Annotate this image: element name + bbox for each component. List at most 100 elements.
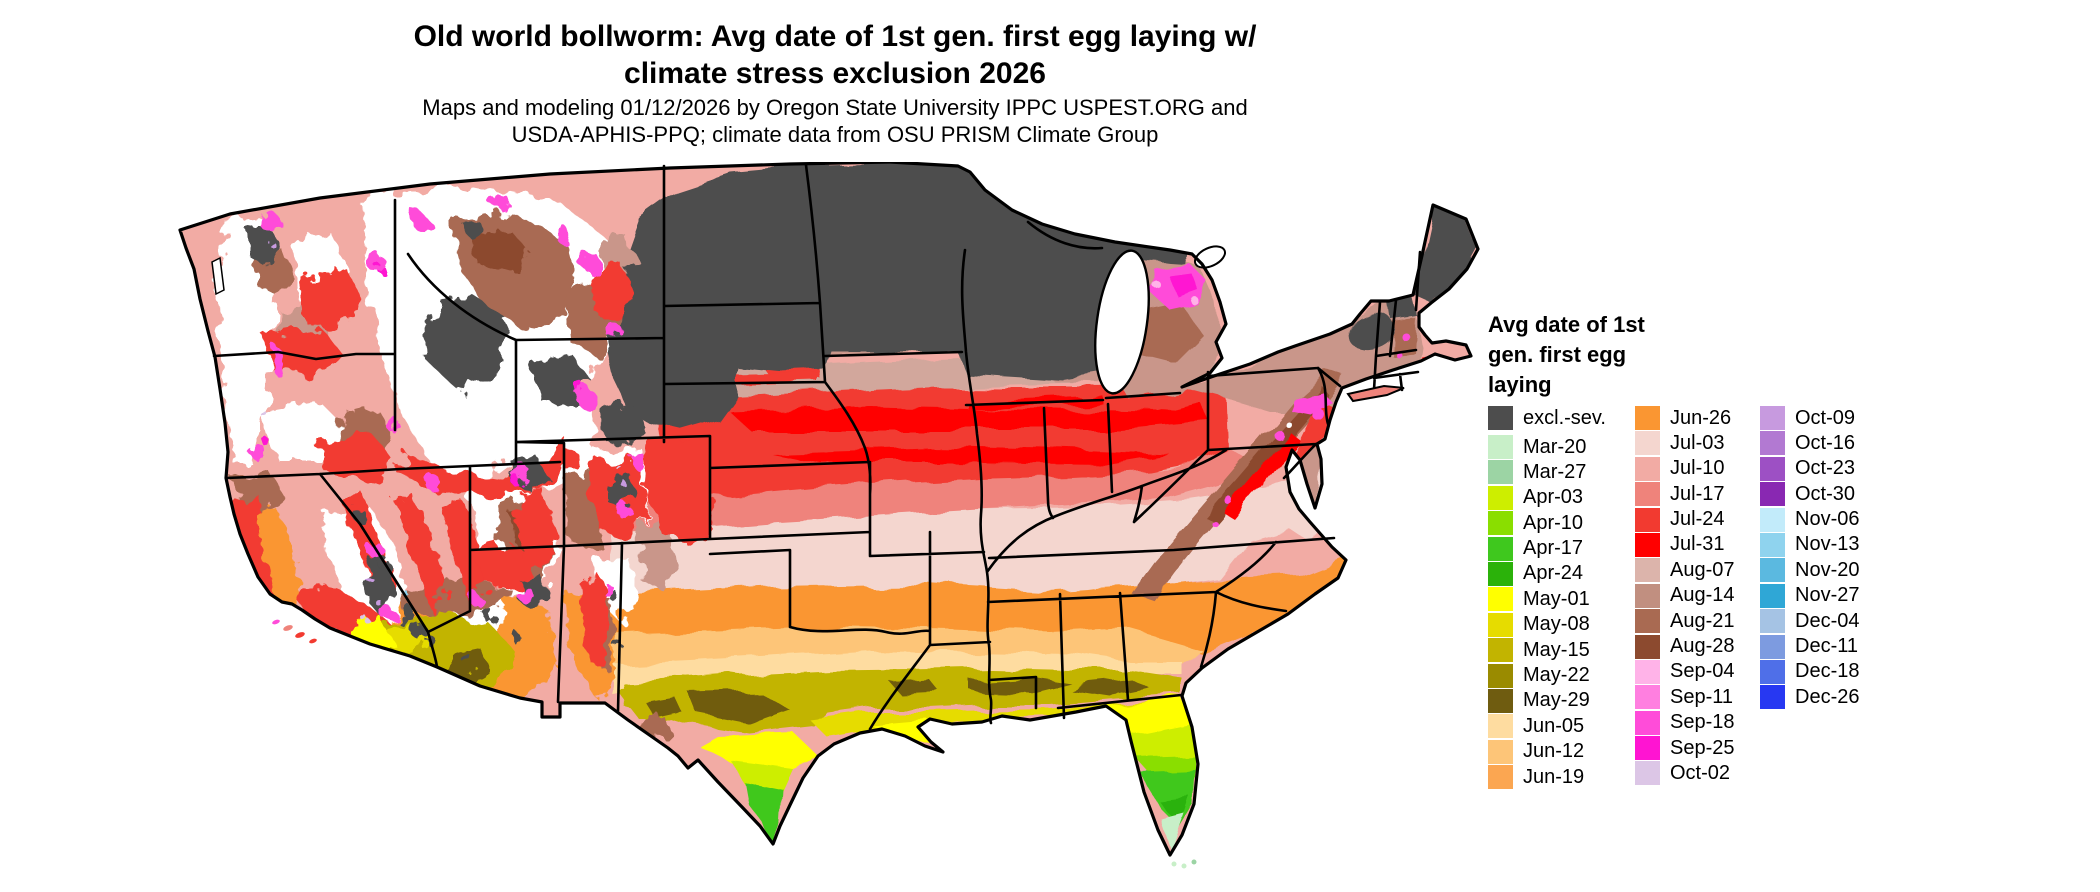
legend-swatch: [1635, 736, 1660, 761]
legend-label: Sep-18: [1670, 711, 1735, 734]
legend-label: Jul-31: [1670, 533, 1725, 556]
legend-swatch: [1488, 612, 1513, 637]
legend-swatch: [1635, 583, 1660, 608]
legend-swatch: [1760, 482, 1785, 507]
legend-entry: Nov-20: [1760, 558, 1860, 583]
legend-entry: Dec-04: [1760, 609, 1860, 634]
legend-columns: excl.-sev. Mar-20 Mar-27 Apr-03 Apr-10 Apr-17…: [1488, 406, 1958, 793]
legend-column-2: Jun-26 Jul-03 Jul-10 Jul-17 Jul-24 Jul-31 Aug-…: [1635, 406, 1735, 787]
legend-swatch: [1488, 511, 1513, 536]
legend-label: Jun-05: [1523, 714, 1585, 737]
legend-label: Nov-13: [1795, 533, 1860, 556]
legend-label: Nov-27: [1795, 584, 1860, 607]
legend-swatch: [1488, 460, 1513, 485]
legend-swatch: [1635, 431, 1660, 456]
legend-entry: Dec-26: [1760, 685, 1860, 710]
legend-entry: Jun-12: [1488, 739, 1606, 764]
legend-swatch: [1488, 536, 1513, 561]
legend-label: Dec-04: [1795, 609, 1860, 632]
legend-label: Jul-17: [1670, 482, 1725, 505]
legend-label: Sep-04: [1670, 660, 1735, 683]
legend-label: Dec-11: [1795, 635, 1858, 658]
legend-label: Aug-07: [1670, 558, 1735, 581]
map-container: [170, 160, 1480, 892]
legend-label: Aug-28: [1670, 635, 1735, 658]
legend-label: May-01: [1523, 587, 1590, 610]
legend-entry: Dec-11: [1760, 634, 1859, 659]
legend-label: Dec-26: [1795, 685, 1860, 708]
legend-swatch: [1635, 710, 1660, 735]
legend-label: Dec-18: [1795, 660, 1860, 683]
legend-entry: May-29: [1488, 688, 1606, 713]
legend-label: Mar-20: [1523, 435, 1587, 458]
us-outline: [178, 160, 1480, 857]
legend-swatch: [1635, 406, 1660, 430]
subtitle-line-1: Maps and modeling 01/12/2026 by Oregon S…: [422, 95, 1248, 120]
legend-swatch: [1760, 431, 1785, 456]
legend-swatch: [1760, 456, 1785, 481]
lake-michigan: [211, 245, 1226, 395]
legend-label: Oct-16: [1795, 431, 1856, 454]
legend-entry: Aug-07: [1635, 558, 1735, 583]
legend-entry: Nov-27: [1760, 583, 1860, 608]
legend-entry: Jul-10: [1635, 456, 1735, 481]
legend-entry: Mar-27: [1488, 460, 1606, 485]
legend-entry: Aug-14: [1635, 583, 1735, 608]
legend-label: Sep-11: [1670, 685, 1734, 708]
legend-swatch: [1760, 406, 1785, 430]
legend-entry: May-22: [1488, 663, 1606, 688]
legend-label: Mar-27: [1523, 460, 1587, 483]
legend-label: Oct-02: [1670, 761, 1731, 784]
legend-entry: Jul-03: [1635, 431, 1735, 456]
legend-label: Nov-06: [1795, 508, 1860, 531]
legend-title: Avg date of 1st gen. first egg laying: [1488, 310, 1958, 400]
legend-swatch: [1760, 558, 1785, 583]
legend-entry: Oct-16: [1760, 431, 1859, 456]
legend-entry: May-01: [1488, 587, 1606, 612]
legend-title-line-1: Avg date of 1st: [1488, 312, 1645, 337]
legend: Avg date of 1st gen. first egg laying ex…: [1488, 310, 1958, 793]
legend-swatch: [1488, 587, 1513, 612]
legend-swatch: [1488, 765, 1513, 790]
legend-entry: Apr-17: [1488, 536, 1606, 561]
map-paint: [180, 162, 1478, 855]
legend-swatch: [1488, 435, 1513, 459]
legend-column-1: excl.-sev. Mar-20 Mar-27 Apr-03 Apr-10 Apr-17…: [1488, 406, 1606, 790]
legend-swatch: [1635, 761, 1660, 786]
legend-entry: Oct-02: [1635, 761, 1735, 786]
legend-swatch: [1488, 739, 1513, 764]
legend-entry: Sep-18: [1635, 710, 1735, 735]
legend-entry: Sep-11: [1635, 685, 1735, 710]
legend-label: Jun-19: [1523, 765, 1585, 788]
legend-swatch: [1488, 638, 1513, 663]
legend-label: Jul-03: [1670, 431, 1725, 454]
page-subtitle: Maps and modeling 01/12/2026 by Oregon S…: [170, 94, 1500, 148]
puget-sound: [211, 256, 225, 296]
legend-label: Jul-24: [1670, 508, 1725, 531]
legend-label: Nov-20: [1795, 558, 1860, 581]
us-map: [178, 160, 1480, 869]
legend-label: Sep-25: [1670, 736, 1735, 759]
legend-swatch: [1760, 583, 1785, 608]
legend-label: Aug-21: [1670, 609, 1735, 632]
legend-entry: Nov-13: [1760, 532, 1860, 557]
legend-swatch: [1760, 685, 1785, 710]
legend-title-line-2: gen. first egg: [1488, 342, 1627, 367]
legend-label: May-29: [1523, 689, 1590, 712]
legend-label: Jul-10: [1670, 457, 1725, 480]
legend-entry: Sep-25: [1635, 736, 1735, 761]
legend-swatch: [1635, 532, 1660, 557]
legend-entry: excl.-sev.: [1488, 406, 1606, 430]
legend-swatch: [1488, 406, 1513, 430]
legend-entry: Jul-24: [1635, 507, 1735, 532]
legend-swatch: [1488, 561, 1513, 586]
title-line-1: Old world bollworm: Avg date of 1st gen.…: [413, 20, 1257, 53]
legend-entry: Jun-19: [1488, 765, 1606, 790]
legend-swatch: [1488, 714, 1513, 739]
legend-label: Jun-12: [1523, 740, 1585, 763]
legend-entry: Jul-31: [1635, 532, 1735, 557]
legend-label: Apr-03: [1523, 486, 1584, 509]
legend-swatch: [1760, 659, 1785, 684]
legend-swatch: [1635, 482, 1660, 507]
legend-label: Apr-10: [1523, 511, 1584, 534]
